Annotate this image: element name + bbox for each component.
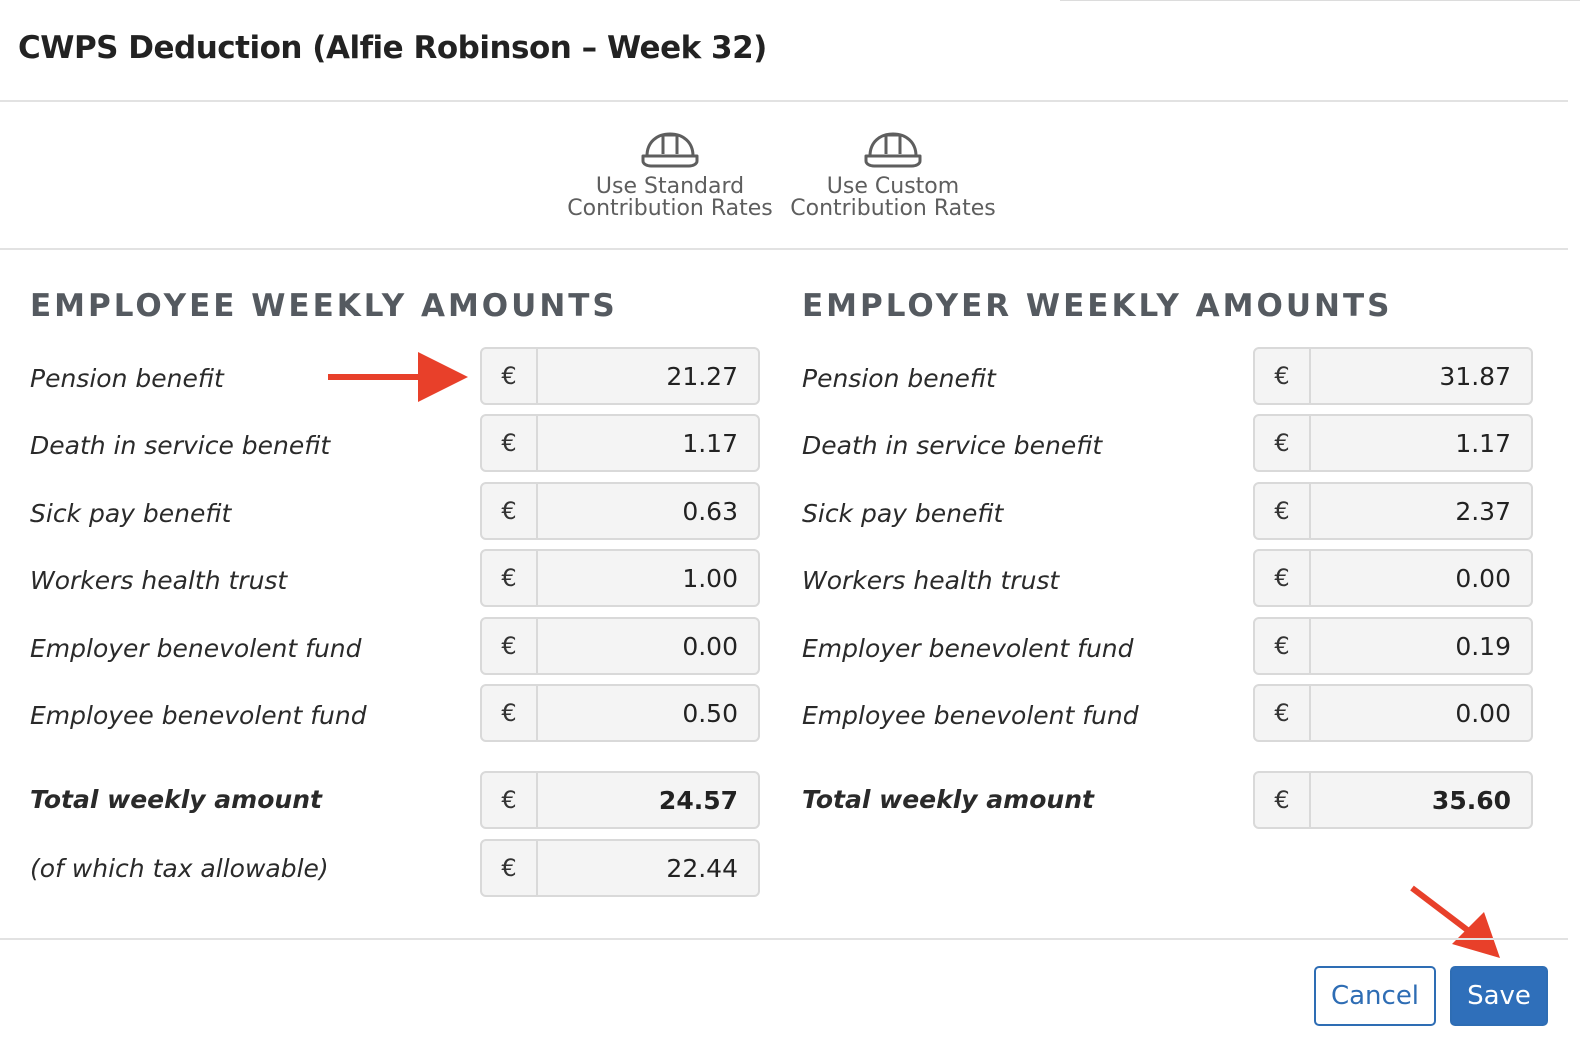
top-edge-line	[1060, 0, 1580, 1]
cancel-button[interactable]: Cancel	[1314, 966, 1436, 1026]
employee-pension-field[interactable]: € 21.27	[480, 347, 760, 405]
currency-addon: €	[1255, 484, 1311, 538]
employer-sick-pay-field[interactable]: € 2.37	[1253, 482, 1533, 540]
currency-addon: €	[482, 551, 538, 605]
employer-death-in-service-label: Death in service benefit	[802, 431, 1103, 460]
employer-death-in-service-field[interactable]: € 1.17	[1253, 414, 1533, 472]
employer-pension-field[interactable]: € 31.87	[1253, 347, 1533, 405]
employee-total-label: Total weekly amount	[30, 785, 322, 814]
employee-employee-benevolent-value[interactable]: 0.50	[682, 699, 738, 728]
employee-total-field: € 24.57	[480, 771, 760, 829]
contribution-rate-options: Use Standard Contribution Rates Use Cust…	[0, 102, 1568, 250]
employer-death-in-service-value[interactable]: 1.17	[1455, 429, 1511, 458]
employee-section-title: EMPLOYEE WEEKLY AMOUNTS	[30, 288, 618, 324]
use-custom-rates-line1: Use Custom	[826, 174, 960, 199]
employer-employee-benevolent-value[interactable]: 0.00	[1455, 699, 1511, 728]
currency-addon: €	[1255, 619, 1311, 673]
use-custom-rates-line2: Contribution Rates	[790, 196, 996, 221]
employer-total-value: 35.60	[1431, 786, 1511, 815]
hard-hat-icon	[641, 132, 699, 168]
employee-tax-allowable-label: (of which tax allowable)	[30, 854, 329, 883]
employee-employer-benevolent-value[interactable]: 0.00	[682, 632, 738, 661]
currency-addon: €	[482, 686, 538, 740]
employee-employee-benevolent-field[interactable]: € 0.50	[480, 684, 760, 742]
employer-sick-pay-value[interactable]: 2.37	[1455, 497, 1511, 526]
modal-header: CWPS Deduction (Alfie Robinson – Week 32…	[0, 0, 1568, 102]
footer-divider	[0, 938, 1568, 940]
employer-employee-benevolent-field[interactable]: € 0.00	[1253, 684, 1533, 742]
currency-addon: €	[1255, 773, 1311, 827]
use-standard-rates-option[interactable]: Use Standard Contribution Rates	[550, 126, 790, 220]
employee-death-in-service-field[interactable]: € 1.17	[480, 414, 760, 472]
employee-death-in-service-value[interactable]: 1.17	[682, 429, 738, 458]
currency-addon: €	[1255, 686, 1311, 740]
currency-addon: €	[482, 773, 538, 827]
employer-workers-health-value[interactable]: 0.00	[1455, 564, 1511, 593]
employee-pension-value[interactable]: 21.27	[666, 362, 738, 391]
currency-addon: €	[482, 484, 538, 538]
employer-workers-health-field[interactable]: € 0.00	[1253, 549, 1533, 607]
employer-employer-benevolent-value[interactable]: 0.19	[1455, 632, 1511, 661]
employee-employer-benevolent-label: Employer benevolent fund	[30, 634, 362, 663]
modal-title: CWPS Deduction (Alfie Robinson – Week 32…	[18, 30, 767, 66]
employee-workers-health-label: Workers health trust	[30, 566, 288, 595]
currency-addon: €	[482, 841, 538, 895]
employer-workers-health-label: Workers health trust	[802, 566, 1060, 595]
employer-pension-value[interactable]: 31.87	[1439, 362, 1511, 391]
employer-employer-benevolent-field[interactable]: € 0.19	[1253, 617, 1533, 675]
employee-employee-benevolent-label: Employee benevolent fund	[30, 701, 367, 730]
use-standard-rates-line2: Contribution Rates	[567, 196, 773, 221]
use-standard-rates-line1: Use Standard	[595, 174, 745, 199]
employee-employer-benevolent-field[interactable]: € 0.00	[480, 617, 760, 675]
employer-pension-label: Pension benefit	[802, 364, 996, 393]
employee-workers-health-value[interactable]: 1.00	[682, 564, 738, 593]
employee-death-in-service-label: Death in service benefit	[30, 431, 331, 460]
employer-total-field: € 35.60	[1253, 771, 1533, 829]
employee-workers-health-field[interactable]: € 1.00	[480, 549, 760, 607]
currency-addon: €	[482, 619, 538, 673]
use-custom-rates-option[interactable]: Use Custom Contribution Rates	[773, 126, 1013, 220]
save-button[interactable]: Save	[1450, 966, 1548, 1026]
employee-tax-allowable-field: € 22.44	[480, 839, 760, 897]
annotation-arrow-icon	[328, 352, 468, 402]
currency-addon: €	[482, 349, 538, 403]
employee-sick-pay-label: Sick pay benefit	[30, 499, 232, 528]
hard-hat-icon	[864, 132, 922, 168]
employee-tax-allowable-value: 22.44	[666, 854, 738, 883]
employee-sick-pay-value[interactable]: 0.63	[682, 497, 738, 526]
employer-employee-benevolent-label: Employee benevolent fund	[802, 701, 1139, 730]
currency-addon: €	[1255, 349, 1311, 403]
annotation-arrow-icon	[1410, 885, 1500, 958]
employer-total-label: Total weekly amount	[802, 785, 1094, 814]
employee-sick-pay-field[interactable]: € 0.63	[480, 482, 760, 540]
currency-addon: €	[1255, 551, 1311, 605]
employer-sick-pay-label: Sick pay benefit	[802, 499, 1004, 528]
currency-addon: €	[482, 416, 538, 470]
employer-section-title: EMPLOYER WEEKLY AMOUNTS	[802, 288, 1393, 324]
employee-pension-label: Pension benefit	[30, 364, 224, 393]
employee-total-value: 24.57	[658, 786, 738, 815]
currency-addon: €	[1255, 416, 1311, 470]
employer-employer-benevolent-label: Employer benevolent fund	[802, 634, 1134, 663]
